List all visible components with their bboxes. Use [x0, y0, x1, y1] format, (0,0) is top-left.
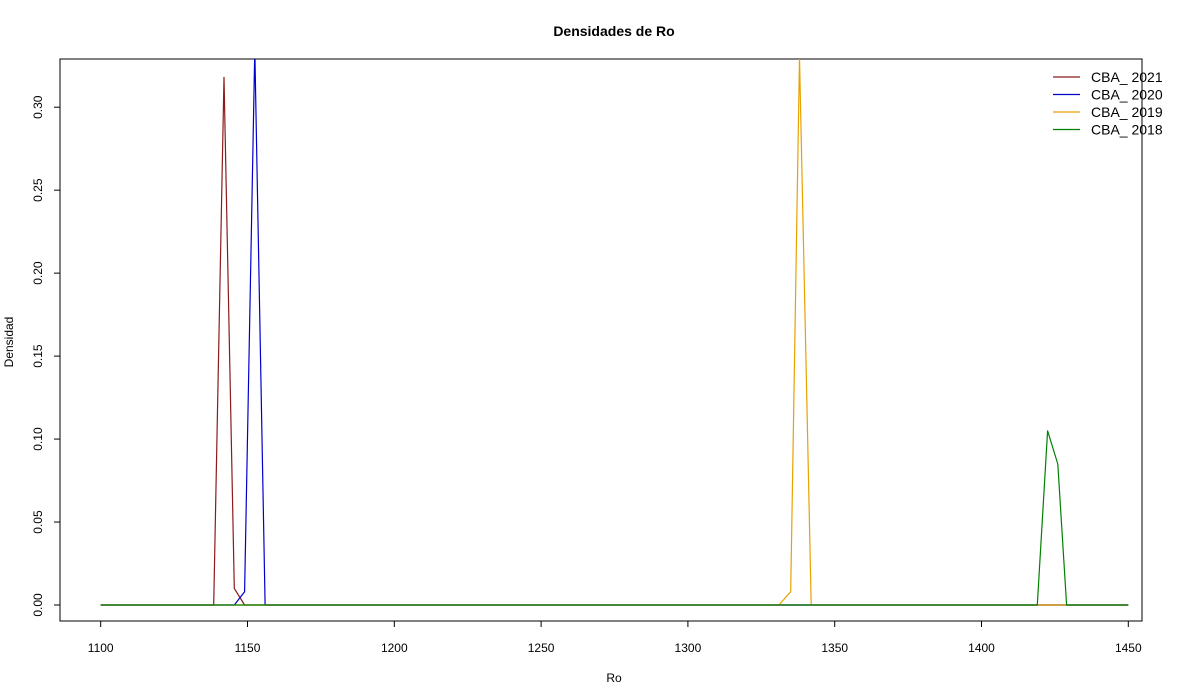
legend-label: CBA_ 2021 — [1091, 69, 1163, 85]
y-axis-title: Densidad — [2, 317, 16, 368]
x-tick-label: 1150 — [235, 641, 261, 655]
series-line-1 — [100, 76, 1129, 606]
chart-title: Densidades de Ro — [553, 23, 674, 39]
y-tick-label: 0.20 — [31, 261, 45, 285]
x-tick-label: 1400 — [968, 641, 995, 655]
legend-label: CBA_ 2018 — [1091, 122, 1163, 138]
y-tick-label: 0.15 — [31, 344, 45, 368]
x-tick-label: 1100 — [88, 641, 114, 655]
series-line-4 — [100, 430, 1129, 606]
y-tick-label: 0.00 — [31, 593, 45, 617]
x-tick-label: 1250 — [528, 641, 555, 655]
x-tick-label: 1200 — [381, 641, 408, 655]
y-tick-label: 0.25 — [31, 178, 45, 202]
x-tick-label: 1350 — [821, 641, 848, 655]
x-tick-label: 1300 — [675, 641, 702, 655]
y-tick-label: 0.05 — [31, 510, 45, 534]
y-tick-label: 0.10 — [31, 427, 45, 451]
y-axis: 0.00 0.05 0.10 0.15 0.20 0.25 0.30 — [31, 95, 61, 617]
legend-label: CBA_ 2020 — [1091, 87, 1163, 103]
series-line-2 — [100, 59, 1129, 606]
x-tick-label: 1450 — [1115, 641, 1142, 655]
legend-label: CBA_ 2019 — [1091, 104, 1163, 120]
series-lines — [100, 59, 1129, 606]
y-tick-label: 0.30 — [31, 95, 45, 119]
x-axis: 1100 1150 1200 1250 1300 1350 1400 1450 — [88, 620, 1142, 655]
series-line-3 — [100, 59, 1129, 606]
x-axis-title: Ro — [606, 671, 622, 685]
